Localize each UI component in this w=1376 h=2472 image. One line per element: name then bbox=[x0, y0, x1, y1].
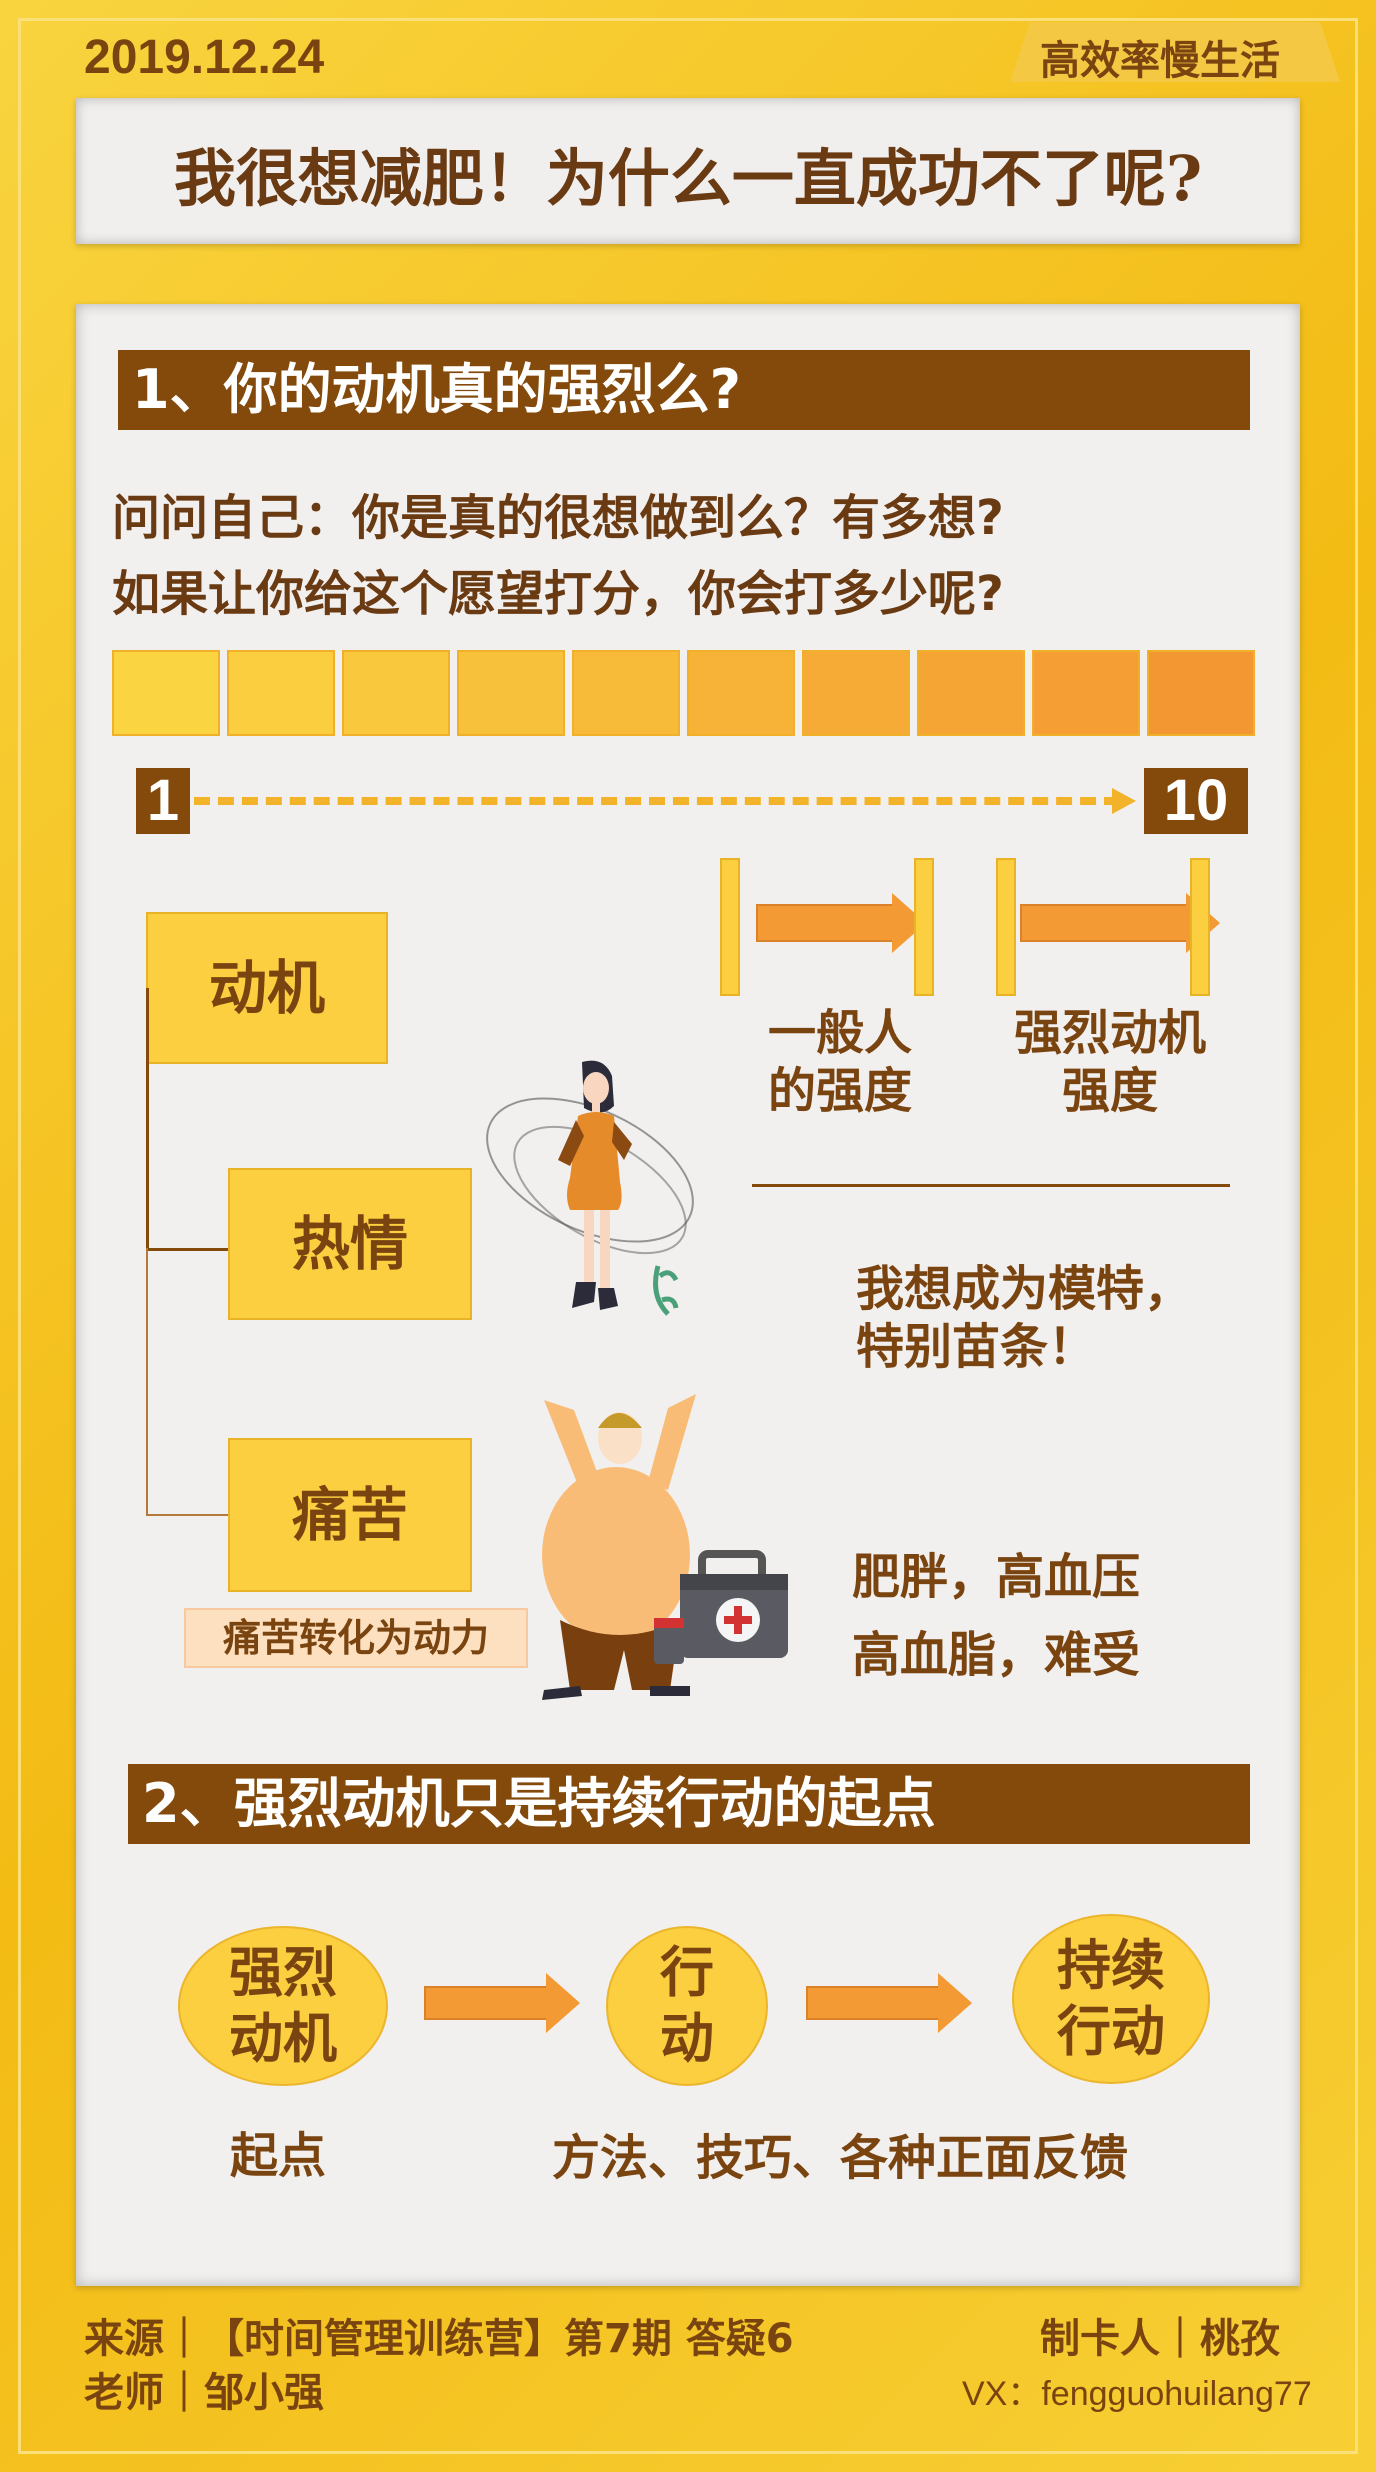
flow-arrow2-tip bbox=[938, 1973, 972, 2033]
first-aid-kit-icon bbox=[654, 1550, 788, 1664]
overweight-man-illustration bbox=[542, 1394, 696, 1700]
pain-symptoms-text: 肥胖，高血压 高血脂，难受 bbox=[852, 1549, 1141, 1683]
scale-step-1 bbox=[112, 650, 220, 736]
node-sustained-action: 持续 行动 bbox=[1012, 1914, 1210, 2084]
scale-step-4 bbox=[457, 650, 565, 736]
scale-step-5 bbox=[572, 650, 680, 736]
scale-step-6 bbox=[687, 650, 795, 736]
tree-connector-passion bbox=[146, 1248, 230, 1251]
brand-tab bbox=[1010, 22, 1340, 82]
pain-to-motivation-note: 痛苦转化为动力 bbox=[184, 1608, 528, 1668]
footer-vx: VX：fengguohuilang77 bbox=[962, 2375, 1312, 2413]
scale-step-7 bbox=[802, 650, 910, 736]
footer-teacher: 老师｜邹小强 bbox=[84, 2370, 324, 2416]
scale-arrowhead bbox=[1112, 788, 1136, 814]
label-start-point: 起点 bbox=[230, 2128, 327, 2184]
footer-source: 来源｜【时间管理训练营】第7期 答疑6 bbox=[84, 2316, 794, 2362]
tree-child-passion: 热情 bbox=[228, 1168, 472, 1320]
scale-min-label: 1 bbox=[136, 768, 190, 834]
passion-text: 我想成为模特， 特别苗条！ bbox=[856, 1261, 1193, 1375]
section-divider bbox=[752, 1184, 1230, 1187]
scale-dashed-line bbox=[194, 797, 1120, 805]
brand-label: 高效率慢生活 bbox=[1040, 38, 1280, 84]
model-woman-illustration bbox=[486, 1060, 694, 1316]
footer-maker: 制卡人｜桃孜 bbox=[1040, 2316, 1280, 2362]
scale-step-8 bbox=[917, 650, 1025, 736]
scale-max-label: 10 bbox=[1144, 768, 1248, 834]
normal-start-bar bbox=[720, 858, 740, 996]
normal-end-bar bbox=[914, 858, 934, 996]
scale-step-2 bbox=[227, 650, 335, 736]
tree-connector-pain bbox=[146, 1514, 230, 1516]
section2-heading: 2、强烈动机只是持续行动的起点 bbox=[128, 1764, 1250, 1844]
flow-arrow1-tip bbox=[546, 1973, 580, 2033]
section1-heading: 1、你的动机真的强烈么? bbox=[118, 350, 1250, 430]
strong-intensity-caption: 强烈动机 强度 bbox=[1013, 1005, 1206, 1119]
flow-arrow2-body bbox=[806, 1986, 940, 2020]
page-title: 我很想减肥！为什么一直成功不了呢? bbox=[173, 142, 1203, 215]
title-box: 我很想减肥！为什么一直成功不了呢? bbox=[76, 98, 1300, 244]
node-action: 行 动 bbox=[606, 1926, 768, 2086]
date-label: 2019.12.24 bbox=[84, 31, 325, 84]
scale-step-9 bbox=[1032, 650, 1140, 736]
node-strong-motivation: 强烈 动机 bbox=[178, 1926, 388, 2086]
normal-arrow-body bbox=[756, 904, 894, 942]
scale-step-3 bbox=[342, 650, 450, 736]
strong-end-bar bbox=[1190, 858, 1210, 996]
tree-child-pain: 痛苦 bbox=[228, 1438, 472, 1592]
label-methods: 方法、技巧、各种正面反馈 bbox=[552, 2130, 1129, 2186]
normal-intensity-caption: 一般人 的强度 bbox=[767, 1005, 912, 1119]
question-line1: 问问自己：你是真的很想做到么？有多想? bbox=[112, 490, 1004, 546]
flow-arrow1-body bbox=[424, 1986, 548, 2020]
strong-arrow-body bbox=[1020, 904, 1188, 942]
tree-root-motivation: 动机 bbox=[146, 912, 388, 1064]
question-line2: 如果让你给这个愿望打分，你会打多少呢? bbox=[112, 566, 1004, 622]
tree-connector-vertical bbox=[146, 988, 149, 1248]
scale-step-10 bbox=[1147, 650, 1255, 736]
tree-connector-vertical-lower bbox=[146, 1248, 148, 1516]
strong-start-bar bbox=[996, 858, 1016, 996]
